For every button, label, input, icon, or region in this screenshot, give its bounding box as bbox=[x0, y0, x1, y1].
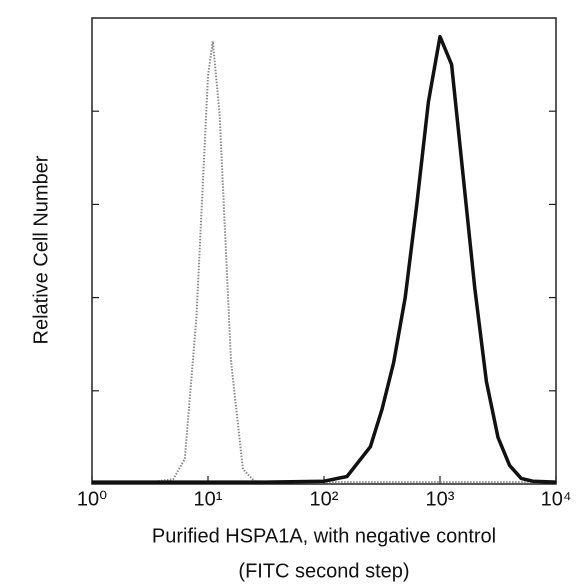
plot-frame bbox=[91, 17, 557, 485]
x-tick-label: 10¹ bbox=[194, 488, 223, 510]
x-tick-label: 10⁴ bbox=[541, 488, 572, 510]
x-tick-label: 10² bbox=[310, 488, 339, 510]
x-axis-label: (FITC second step) bbox=[238, 560, 409, 582]
x-axis-label: Purified HSPA1A, with negative control bbox=[152, 525, 496, 547]
y-axis-label: Relative Cell Number bbox=[30, 155, 52, 344]
histogram-curve bbox=[92, 34, 557, 484]
histogram-curve bbox=[92, 40, 556, 484]
x-tick-label: 10³ bbox=[426, 488, 455, 510]
x-tick-label: 10⁰ bbox=[77, 488, 107, 510]
